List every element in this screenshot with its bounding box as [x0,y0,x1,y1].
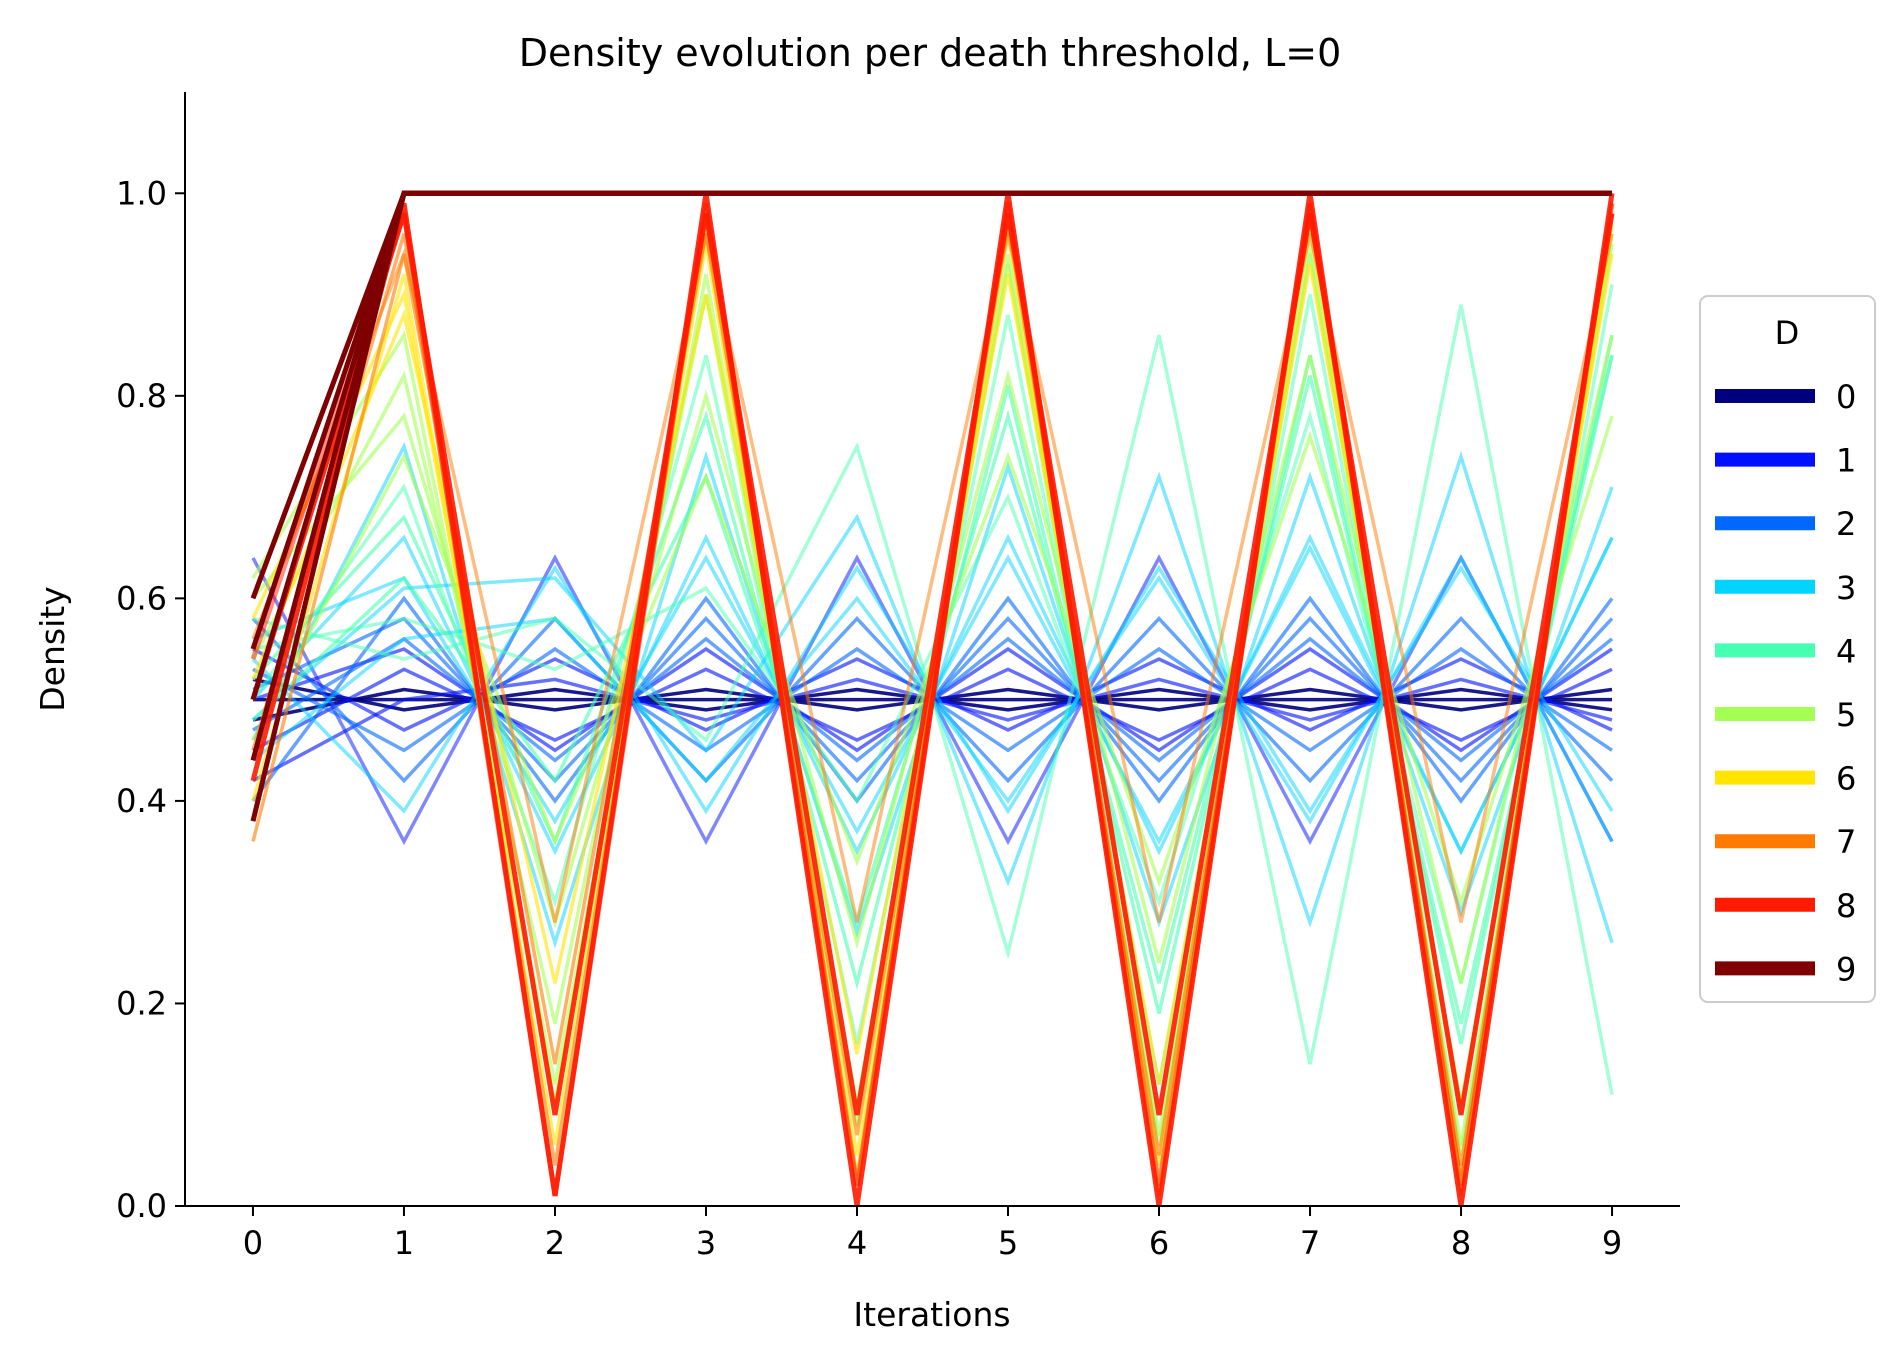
legend-label-9: 9 [1836,950,1856,988]
legend-label-1: 1 [1836,442,1856,480]
y-tick-label-0.8: 0.8 [116,377,167,415]
legend-label-0: 0 [1836,378,1856,416]
chart-title: Density evolution per death threshold, L… [519,31,1342,75]
legend-label-5: 5 [1836,696,1856,734]
legend-label-7: 7 [1836,823,1856,861]
x-tick-label-5: 5 [998,1224,1018,1262]
x-tick-label-2: 2 [545,1224,565,1262]
series-line-d7-33 [251,233,1614,923]
axes [184,92,1680,1207]
x-axis-label: Iterations [853,1295,1010,1334]
legend: D 0 1 2 3 4 5 6 7 8 9 [1699,295,1876,1003]
legend-label-2: 2 [1836,505,1856,543]
x-tick-label-1: 1 [394,1224,414,1262]
y-ticks: 0.0 0.2 0.4 0.6 0.8 1.0 [116,174,185,1225]
x-tick-label-8: 8 [1451,1224,1471,1262]
legend-label-3: 3 [1836,569,1856,607]
y-tick-label-0.2: 0.2 [116,984,167,1022]
legend-label-4: 4 [1836,632,1856,670]
series-line-d9-41 [250,190,1612,600]
series-layer [250,190,1615,1207]
x-tick-label-4: 4 [847,1224,867,1262]
y-tick-label-0.4: 0.4 [116,782,167,820]
legend-entries: 0 1 2 3 4 5 6 7 8 9 [1715,378,1856,988]
series-line-d8-36 [250,203,1615,1197]
y-tick-label-0.0: 0.0 [116,1187,167,1225]
x-tick-label-9: 9 [1602,1224,1622,1262]
x-tick-label-6: 6 [1149,1224,1169,1262]
legend-label-8: 8 [1836,887,1856,925]
y-tick-label-1.0: 1.0 [116,174,167,212]
x-tick-label-0: 0 [243,1224,263,1262]
legend-title: D [1775,314,1800,352]
x-tick-label-7: 7 [1300,1224,1320,1262]
series-line-d8-35 [250,212,1615,1116]
y-axis-label: Density [33,586,72,711]
x-tick-label-3: 3 [696,1224,716,1262]
legend-label-6: 6 [1836,760,1856,798]
y-tick-label-0.6: 0.6 [116,579,167,617]
x-ticks: 0 1 2 3 4 5 6 7 8 9 [243,1206,1622,1262]
